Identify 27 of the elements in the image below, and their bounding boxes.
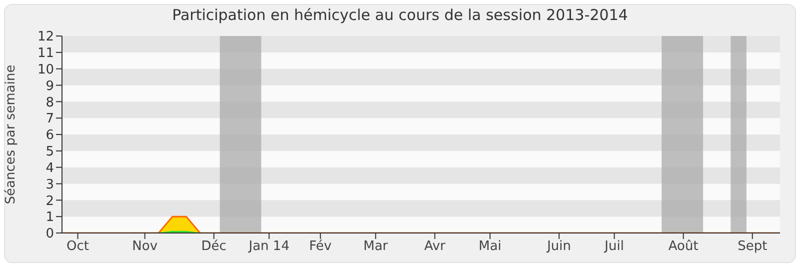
y-tick-label: 11 (37, 46, 54, 62)
y-tick-label: 8 (46, 95, 54, 110)
y-tick-label: 3 (46, 177, 54, 192)
y-tick-label: 2 (46, 194, 54, 209)
x-tick-label: Avr (424, 239, 446, 254)
y-axis-title: Séances par semaine (4, 64, 19, 204)
y-tick-label: 5 (46, 144, 54, 160)
x-tick-label: Juin (546, 239, 572, 254)
x-tick-label: Mar (363, 239, 389, 254)
y-tick-label: 0 (46, 226, 54, 242)
y-tick-label: 9 (46, 78, 54, 94)
y-tick-label: 12 (37, 30, 54, 45)
x-tick-label: Oct (66, 239, 90, 254)
x-tick-label: Jan 14 (248, 239, 290, 254)
x-tick-label: Mai (478, 239, 502, 254)
y-tick-label: 1 (46, 210, 54, 226)
y-tick-label: 10 (37, 62, 54, 78)
y-tick-label: 6 (46, 128, 54, 144)
x-tick-label: Sept (738, 239, 768, 254)
x-tick-label: Déc (201, 239, 226, 254)
y-tick-label: 7 (46, 112, 54, 127)
x-tick-label: Nov (132, 239, 158, 254)
x-tick-label: Juil (604, 239, 624, 254)
x-tick-label: Août (668, 239, 698, 254)
y-tick-label: 4 (46, 160, 54, 176)
chart-title: Participation en hémicycle au cours de la session 2013-2014 (171, 6, 629, 24)
x-tick-label: Fév (309, 239, 332, 254)
